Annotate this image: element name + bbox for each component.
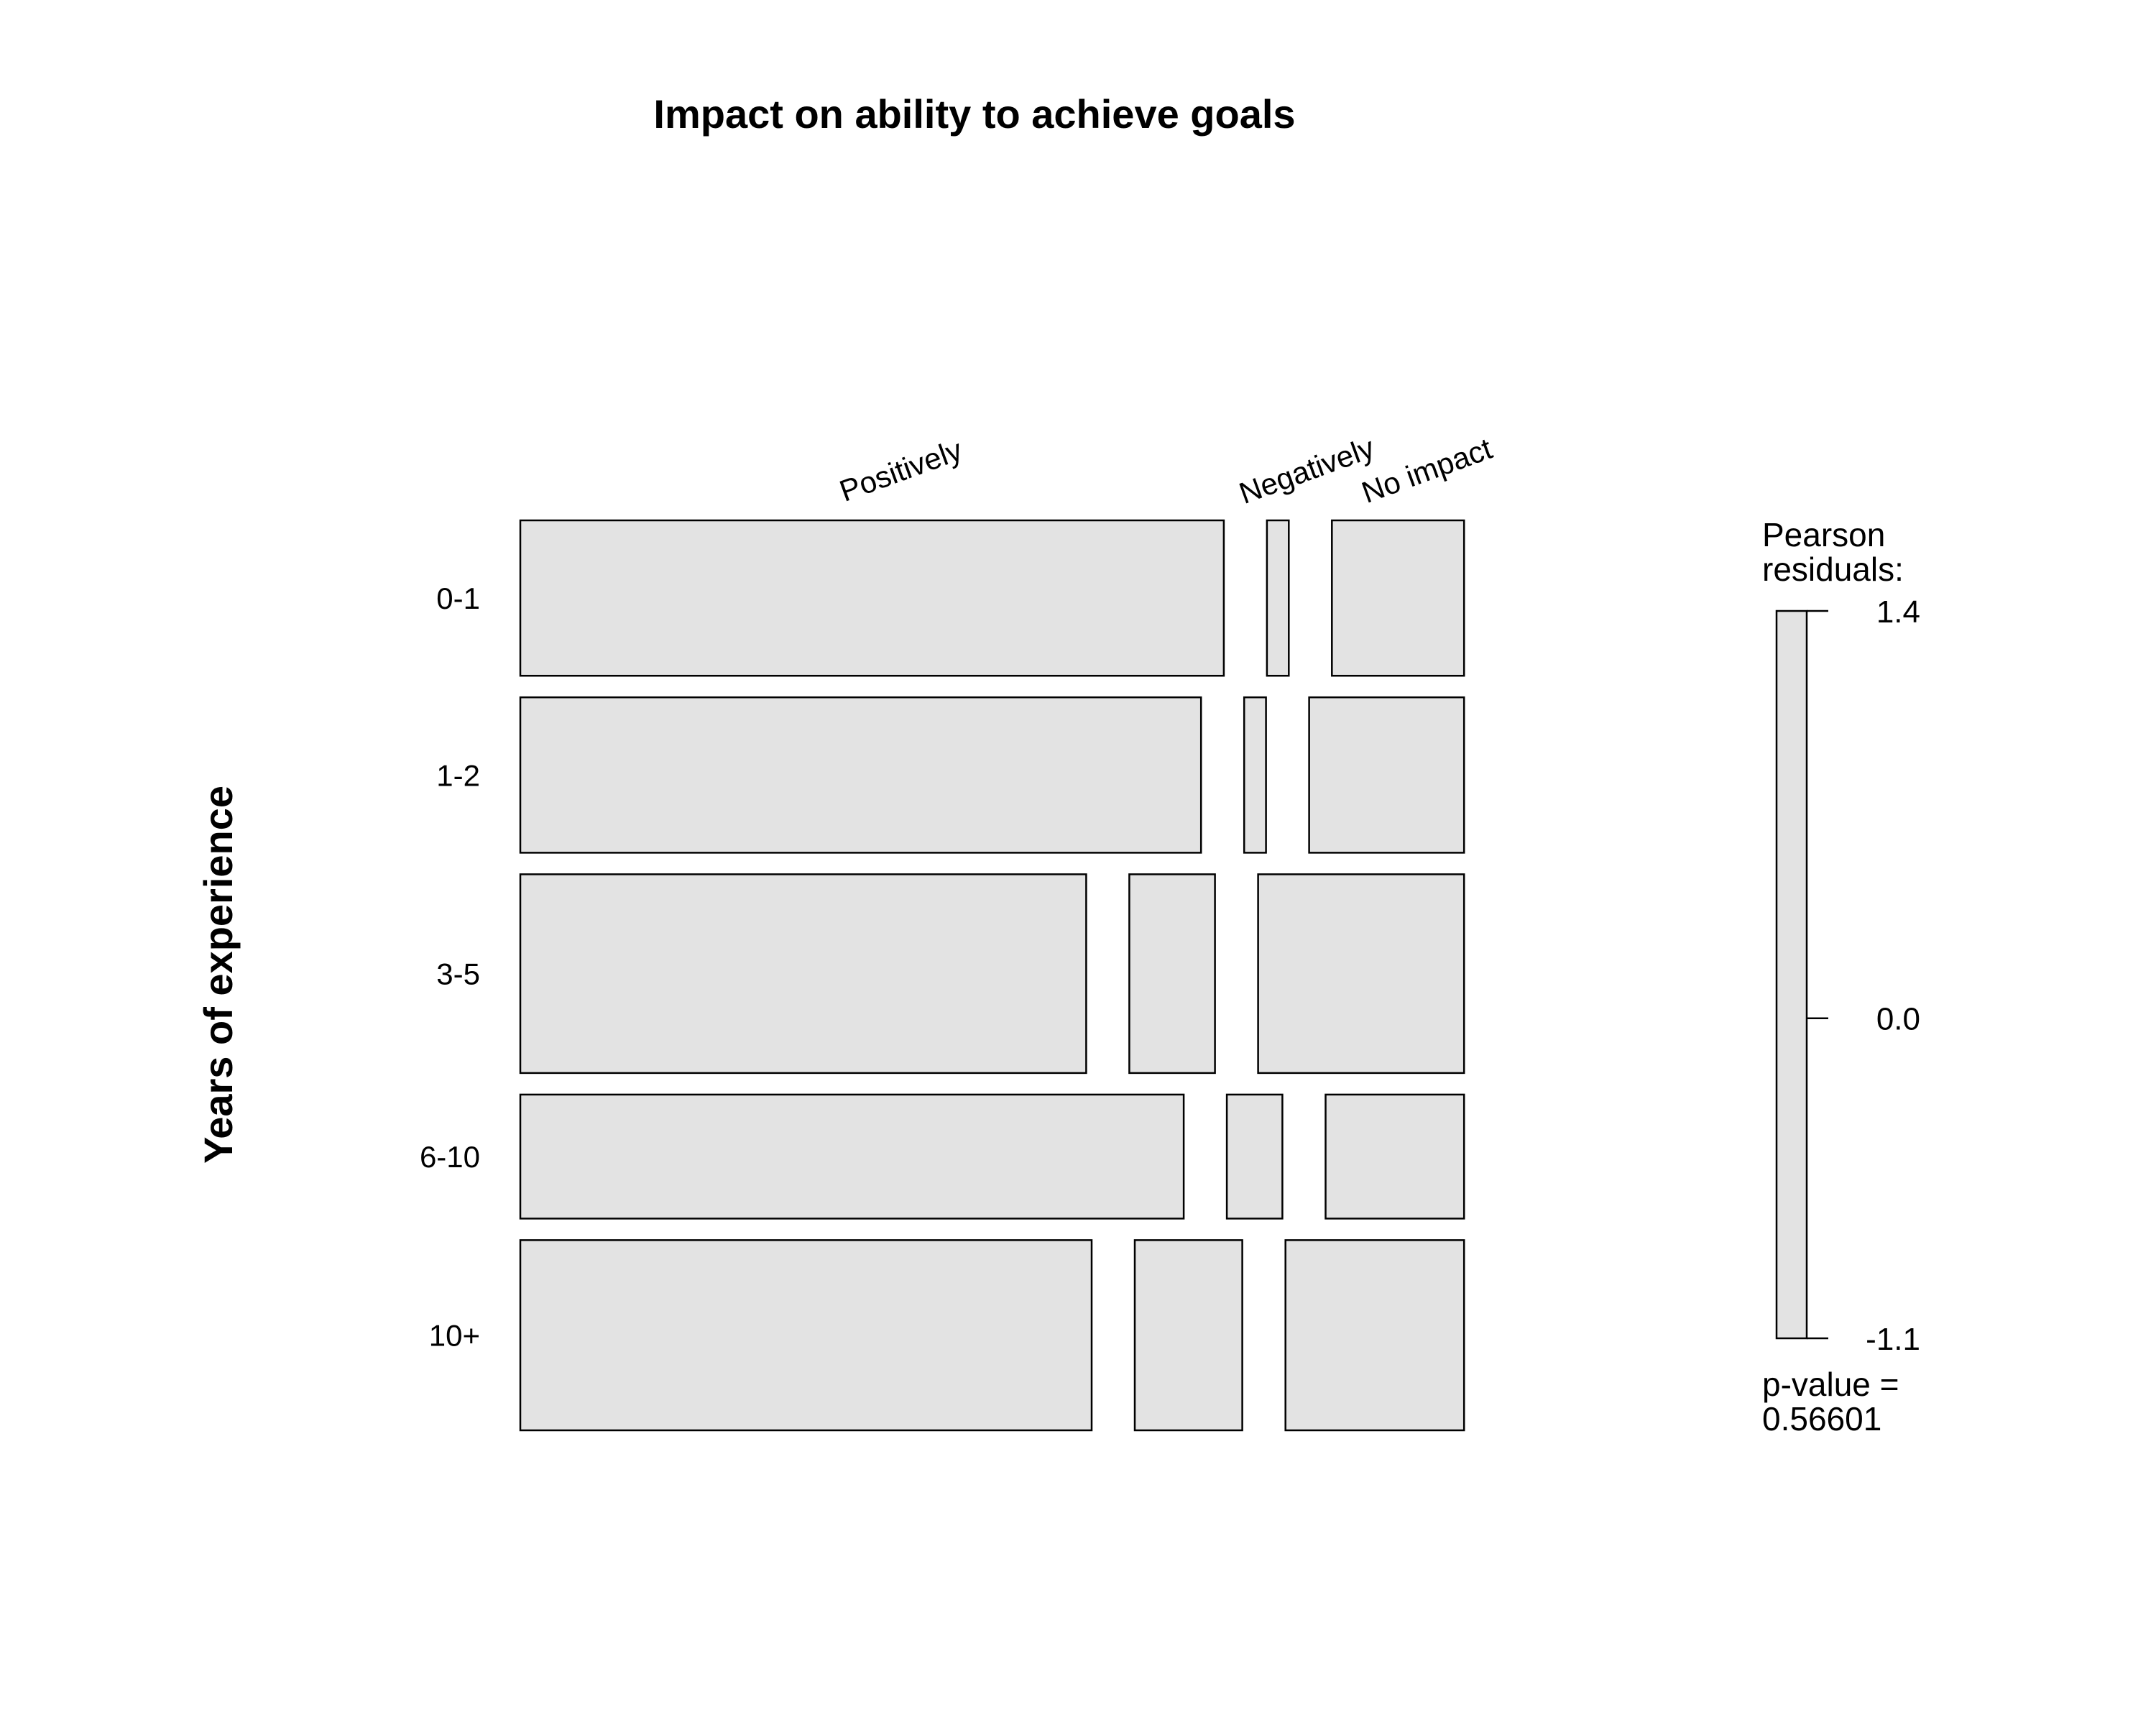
legend-tick-label-min: -1.1: [1866, 1322, 1920, 1357]
residual-legend: Pearson residuals: 1.40.0-1.1 p-value = …: [1762, 516, 1920, 1438]
chart-title: Impact on ability to achieve goals: [653, 91, 1295, 137]
cell-6-10-no-impact: [1325, 1093, 1465, 1220]
legend-color-bar: [1775, 610, 1808, 1340]
cell-6-10-negatively: [1225, 1093, 1284, 1220]
row-axis-title: Years of experience: [195, 786, 241, 1164]
cell-10+-negatively: [1133, 1239, 1243, 1432]
legend-ticks: 1.4 0.0 -1.1: [1807, 594, 1920, 1357]
mosaic-cells: [519, 519, 1465, 1432]
legend-title-line1: Pearson: [1762, 516, 1885, 553]
row-label-1-2: 1-2: [436, 758, 480, 792]
pvalue-line1: p-value =: [1762, 1366, 1899, 1403]
cell-3-5-negatively: [1128, 873, 1216, 1075]
cell-0-1-no-impact: [1331, 519, 1465, 677]
row-label-6-10: 6-10: [420, 1140, 480, 1174]
cell-10+-positively: [519, 1239, 1093, 1432]
row-labels: 0-1 1-2 3-5 6-10 10+: [420, 581, 480, 1353]
column-label-no-impact: No impact: [1357, 431, 1496, 510]
cell-10+-no-impact: [1284, 1239, 1465, 1432]
column-label-negatively: Negatively: [1235, 431, 1378, 510]
row-label-0-1: 0-1: [436, 581, 480, 615]
cell-0-1-negatively: [1266, 519, 1290, 677]
legend-tick-label-mid: 0.0: [1876, 1002, 1920, 1037]
row-label-10+: 10+: [429, 1319, 480, 1353]
cell-1-2-no-impact: [1308, 696, 1465, 854]
cell-3-5-no-impact: [1257, 873, 1465, 1075]
pvalue-line2: 0.56601: [1762, 1400, 1881, 1438]
cell-1-2-positively: [519, 696, 1202, 854]
row-label-3-5: 3-5: [436, 957, 480, 991]
legend-title-line2: residuals:: [1762, 551, 1904, 588]
cell-3-5-positively: [519, 873, 1087, 1075]
cell-0-1-positively: [519, 519, 1225, 677]
column-label-positively: Positively: [835, 433, 967, 508]
cell-6-10-positively: [519, 1093, 1185, 1220]
cell-1-2-negatively: [1243, 696, 1267, 854]
legend-tick-label-max: 1.4: [1876, 594, 1920, 630]
